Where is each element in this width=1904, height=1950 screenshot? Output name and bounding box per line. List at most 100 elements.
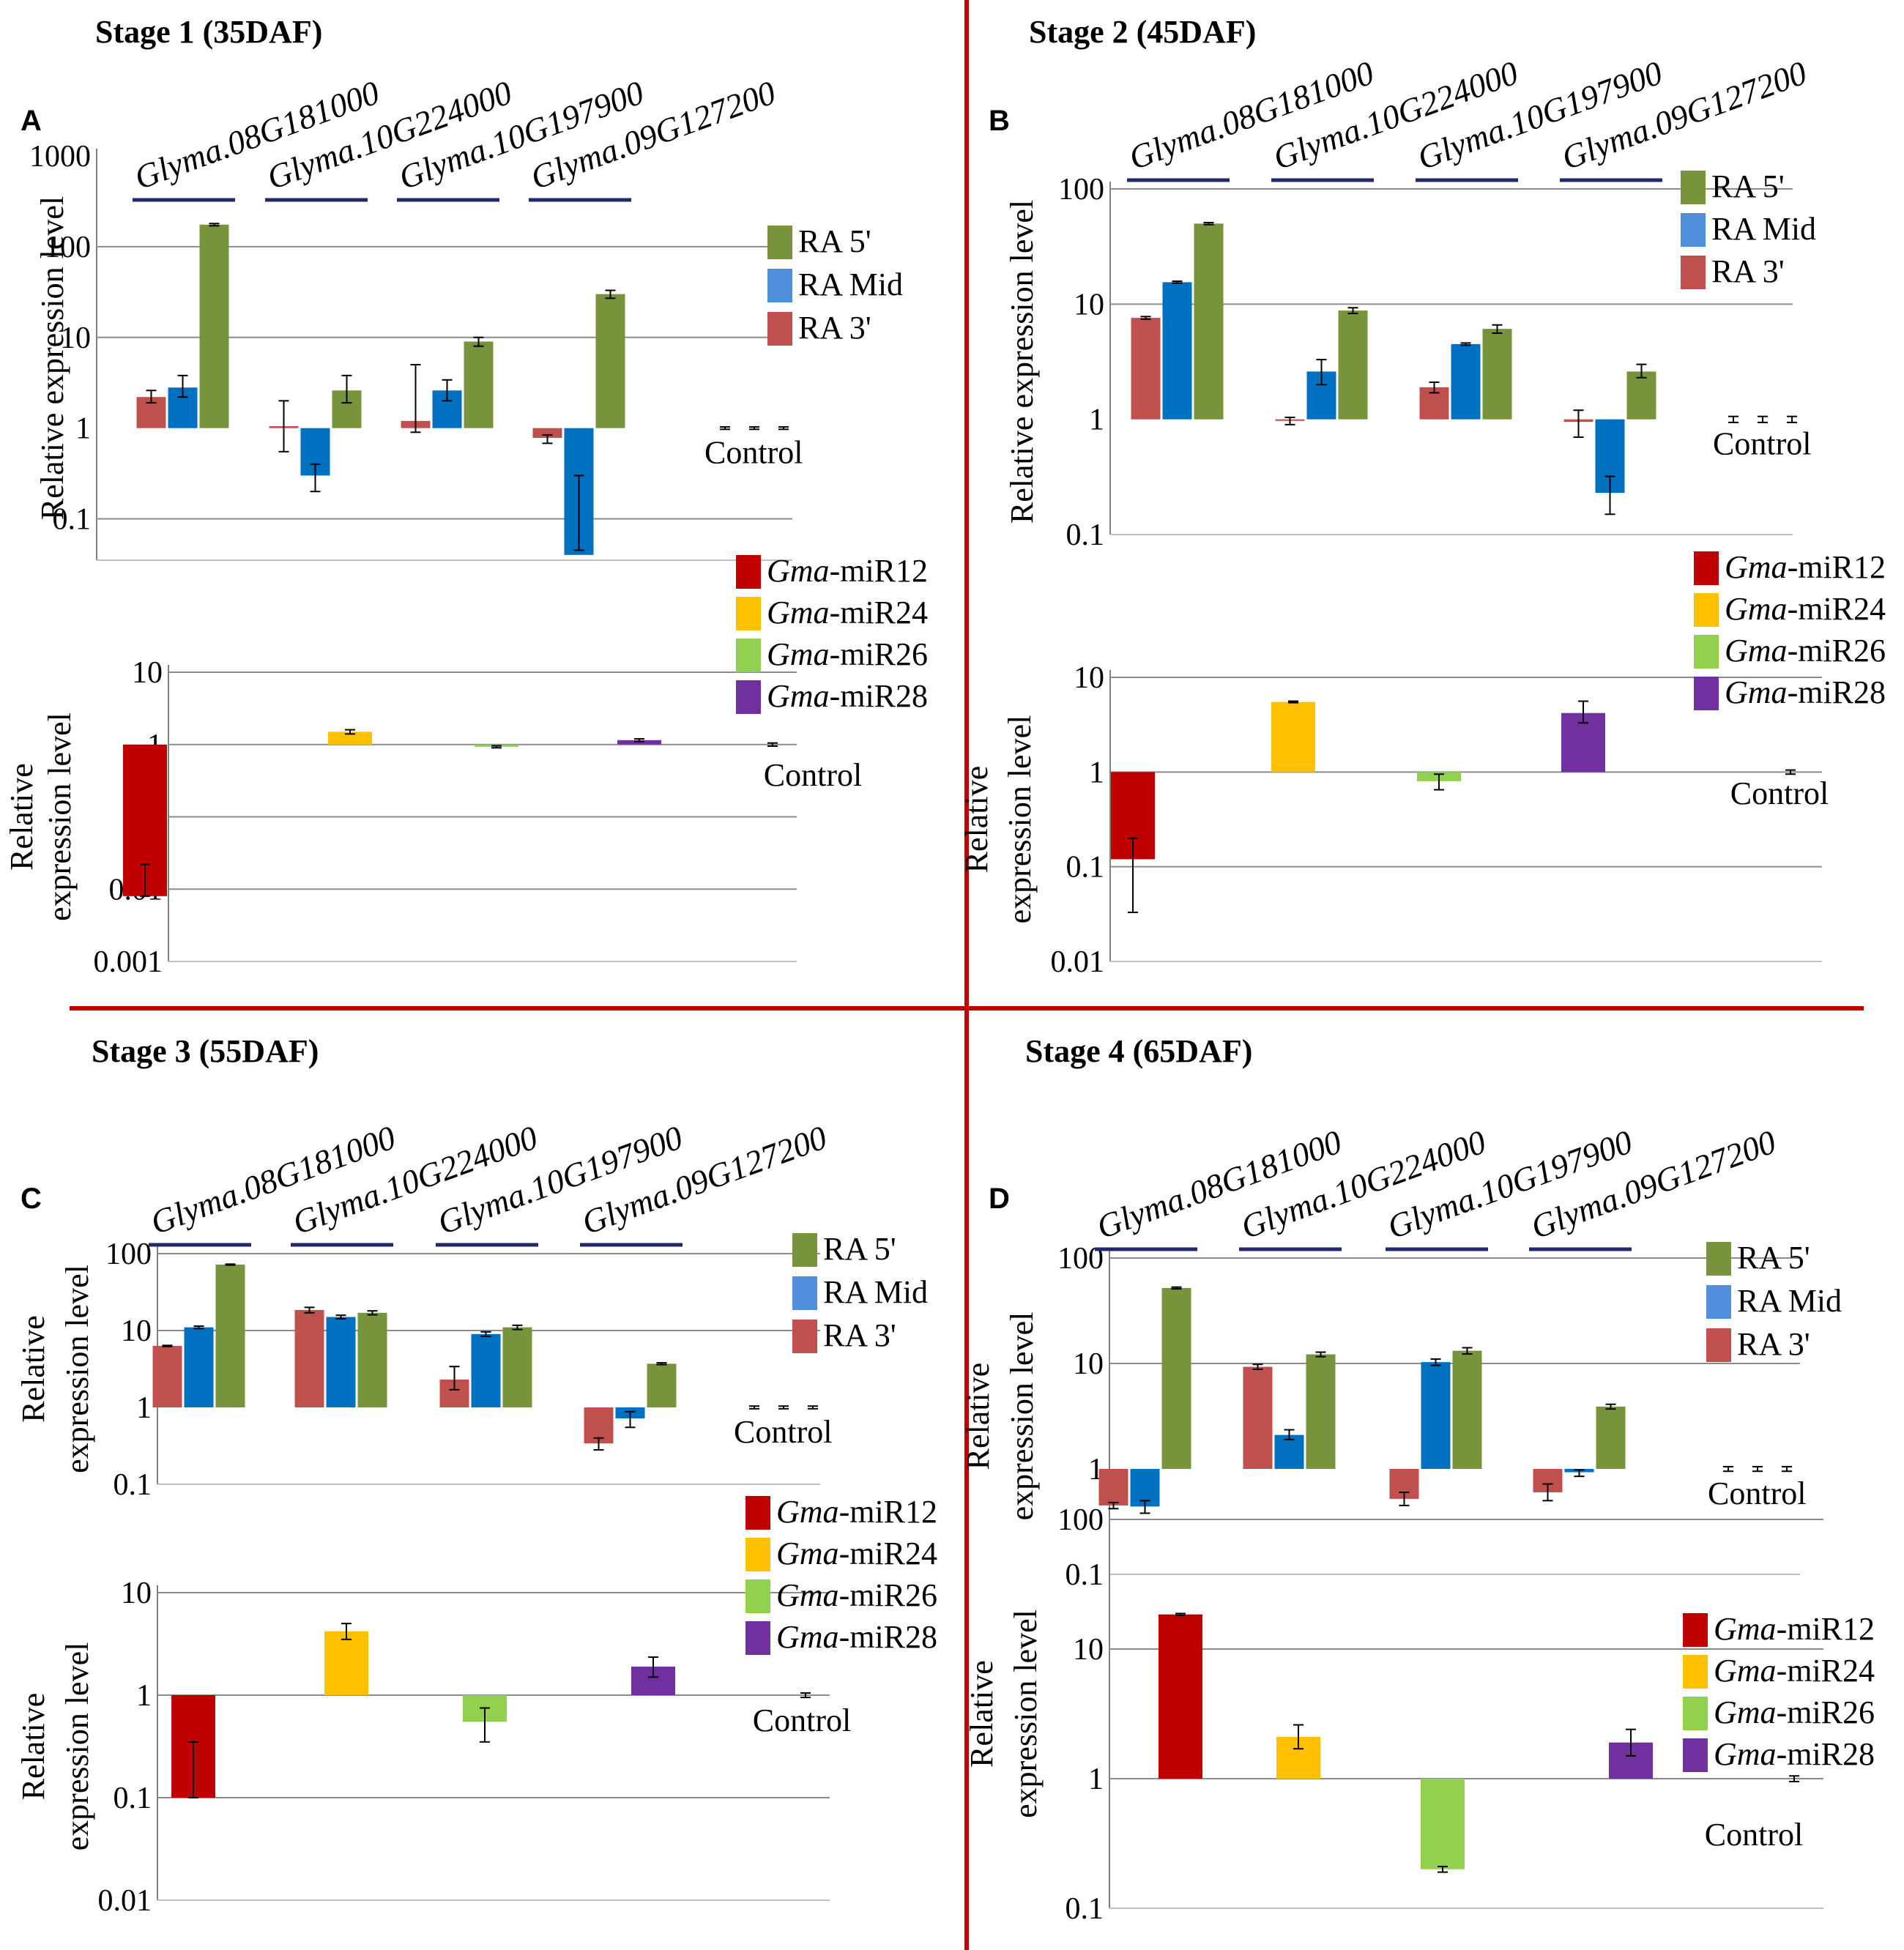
chart-D2-y-axis-label-line: Relative: [964, 1660, 1000, 1768]
legend-label-ra-mid: RA Mid: [1737, 1283, 1842, 1319]
legend-swatch-gma-mir12: [736, 555, 761, 589]
legend-swatch-ra-mid: [792, 1276, 817, 1310]
chart-A-y-axis-label: Relative expression level: [34, 196, 70, 520]
legend-label-ra-3: RA 3': [1711, 253, 1785, 289]
chart-A-tick-100: 100: [45, 231, 91, 264]
bar-ra-5-glyma-10g224000: [357, 1312, 387, 1407]
legend-swatch-gma-mir12: [1683, 1613, 1708, 1647]
legend-swatch-ra-3: [1706, 1328, 1731, 1362]
legend-swatch-ra-3: [767, 312, 792, 346]
panel-C2: 10 1 0.1 0.01 Relative expression level Contro…: [15, 1494, 937, 1918]
chart-A2-tick-0-001: 0.001: [94, 945, 163, 979]
bar-gma-mir24-b2: [1271, 702, 1315, 773]
legend-label-ra-3: RA 3': [1737, 1326, 1810, 1362]
chart-D-y-axis-label-line: expression level: [1004, 1312, 1040, 1521]
chart-A2-y-axis-label-line: Relative: [4, 763, 40, 871]
legend-label-gma-mir12: Gma-miR12: [776, 1494, 937, 1530]
chart-B2-y-axis-label-line: expression level: [1002, 715, 1038, 924]
bar-ra-5-glyma-10g224000: [1306, 1354, 1336, 1469]
legend-label-gma-mir24: Gma-miR24: [1714, 1653, 1875, 1689]
bar-ra-mid-glyma-10g197900: [1451, 343, 1481, 420]
chart-B-y-axis-label: Relative expression level: [1004, 200, 1040, 524]
chart-B-tick-10: 10: [1074, 288, 1104, 321]
bar-gma-mir26-d2: [1421, 1779, 1465, 1869]
legend-label-ra-5: RA 5': [1737, 1240, 1810, 1276]
bar-ra-mid-glyma-08g181000: [184, 1327, 214, 1407]
legend-label-ra-3: RA 3': [823, 1317, 896, 1353]
legend-swatch-ra-mid: [1706, 1285, 1731, 1319]
legend-label-gma-mir12: Gma-miR12: [1714, 1611, 1875, 1647]
legend-label-ra-5: RA 5': [823, 1231, 896, 1267]
legend-label-gma-mir26: Gma-miR26: [1714, 1694, 1875, 1730]
bar-ra-3-glyma-10g224000: [1243, 1366, 1273, 1469]
legend-swatch-ra-3: [1681, 256, 1706, 289]
legend-label-gma-mir12: Gma-miR12: [767, 553, 928, 589]
bar-ra-5-glyma-10g197900: [464, 341, 494, 428]
panel-letter-D: D: [989, 1183, 1010, 1215]
stage-title-C: Stage 3 (55DAF): [92, 1033, 319, 1069]
legend-swatch-gma-mir26: [745, 1579, 770, 1613]
chart-C2-tick-0-1: 0.1: [114, 1782, 152, 1815]
bar-ra-mid-glyma-10g224000: [326, 1317, 356, 1407]
legend-swatch-gma-mir24: [1683, 1655, 1708, 1689]
legend-label-gma-mir12: Gma-miR12: [1725, 549, 1886, 585]
control-label-C2: Control: [753, 1702, 851, 1738]
chart-C2-tick-0-01: 0.01: [98, 1884, 152, 1918]
bar-ra-3-glyma-10g224000: [294, 1309, 324, 1407]
bar-ra-5-glyma-08g181000: [199, 224, 229, 428]
chart-D2-tick-100: 100: [1057, 1503, 1104, 1537]
chart-A-tick-1000: 1000: [29, 140, 91, 174]
legend-swatch-gma-mir12: [745, 1496, 770, 1530]
legend-label-gma-mir28: Gma-miR28: [1725, 674, 1886, 710]
chart-C-tick-1: 1: [136, 1391, 152, 1425]
chart-B-tick-0-1: 0.1: [1066, 518, 1105, 552]
chart-C2-tick-10: 10: [121, 1577, 152, 1610]
legend-swatch-ra-5: [767, 226, 792, 259]
bar-gma-mir24-c2: [324, 1631, 368, 1695]
stage-title-D: Stage 4 (65DAF): [1025, 1033, 1252, 1069]
panel-letter-B: B: [989, 105, 1010, 137]
chart-A-tick-1: 1: [75, 412, 91, 446]
bar-ra-mid-glyma-10g197900: [1421, 1362, 1451, 1469]
control-label-B: Control: [1713, 426, 1811, 462]
bar-ra-3-glyma-08g181000: [152, 1346, 182, 1407]
legend-label-ra-5: RA 5': [1711, 168, 1785, 204]
legend-swatch-gma-mir26: [1683, 1697, 1708, 1730]
legend-swatch-gma-mir24: [745, 1538, 770, 1571]
chart-C2-tick-1: 1: [136, 1679, 152, 1713]
legend-swatch-gma-mir26: [736, 639, 761, 672]
chart-B-tick-1: 1: [1089, 403, 1104, 437]
bar-ra-5-glyma-10g197900: [502, 1327, 532, 1407]
panel-B2: 10 1 0.1 0.01 Relative expression level Contro…: [959, 549, 1886, 979]
legend-label-gma-mir26: Gma-miR26: [767, 636, 928, 672]
panel-letter-C: C: [21, 1183, 42, 1215]
chart-D-tick-100: 100: [1057, 1242, 1104, 1276]
legend-swatch-gma-mir28: [1694, 677, 1719, 710]
bar-ra-mid-glyma-08g181000: [1162, 282, 1192, 420]
chart-B2-tick-0-01: 0.01: [1051, 945, 1105, 979]
legend-label-gma-mir26: Gma-miR26: [1725, 633, 1886, 669]
chart-C-tick-100: 100: [105, 1238, 152, 1271]
legend-label-gma-mir24: Gma-miR24: [1725, 591, 1886, 627]
legend-swatch-ra-3: [792, 1320, 817, 1353]
bar-ra-mid-glyma-10g197900: [471, 1333, 501, 1407]
control-label-A2: Control: [764, 757, 862, 793]
legend-swatch-gma-mir28: [1683, 1738, 1708, 1772]
legend-label-ra-mid: RA Mid: [798, 267, 903, 302]
bar-ra-3-glyma-08g181000: [1131, 318, 1161, 420]
legend-swatch-ra-mid: [1681, 213, 1706, 247]
bar-ra-3-glyma-08g181000: [1098, 1469, 1128, 1506]
chart-D2-tick-0-1: 0.1: [1066, 1892, 1104, 1926]
legend-label-gma-mir28: Gma-miR28: [1714, 1736, 1875, 1772]
control-label-C: Control: [734, 1414, 832, 1450]
chart-A2-y-axis-label-line: expression level: [42, 712, 78, 921]
panel-D2: 100 10 1 0.1 Relative expression level Control…: [964, 1503, 1875, 1926]
legend-label-gma-mir26: Gma-miR26: [776, 1577, 937, 1613]
chart-C-tick-0-1: 0.1: [114, 1468, 152, 1502]
panel-letter-A: A: [21, 105, 42, 137]
legend-swatch-ra-5: [792, 1233, 817, 1267]
chart-D2-tick-10: 10: [1073, 1633, 1104, 1667]
